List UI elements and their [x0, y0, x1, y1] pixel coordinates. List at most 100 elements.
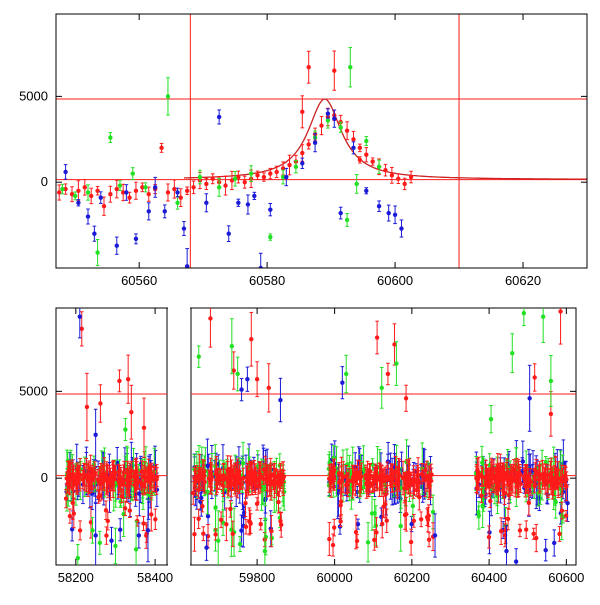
blue-data-point [409, 521, 414, 527]
green-data-point [143, 185, 148, 190]
top-panel: 60560 60580 60600 60620 0 5000 [19, 13, 588, 288]
x-tick-label: 60400 [471, 570, 507, 585]
red-data-point [357, 157, 363, 163]
red-data-point [513, 474, 518, 480]
red-data-point [475, 474, 481, 480]
blue-outlier-point [93, 533, 98, 538]
red-data-point [201, 531, 206, 536]
red-data-point [243, 524, 249, 529]
green-outlier-point [113, 543, 118, 549]
red-data-point [172, 186, 177, 192]
red-data-point [487, 483, 492, 488]
green-data-point [232, 176, 238, 181]
blue-data-point [199, 495, 204, 501]
red-data-point [531, 531, 536, 536]
red-data-point [255, 483, 261, 489]
green-data-point [213, 505, 218, 510]
red-data-point [220, 483, 226, 488]
bottom-segment-3 [296, 308, 576, 565]
blue-data-point [239, 528, 244, 533]
red-outlier-point [231, 368, 236, 373]
red-data-point [76, 188, 81, 193]
red-data-point [351, 137, 356, 142]
green-outlier-point [262, 548, 268, 554]
blue-outlier-point [109, 538, 114, 543]
red-data-point [261, 467, 267, 472]
red-data-point [351, 479, 357, 484]
blue-outlier-point [504, 548, 509, 554]
red-data-point [252, 473, 257, 479]
red-data-point [95, 477, 100, 483]
red-data-point [204, 181, 209, 187]
red-data-point [385, 474, 390, 479]
green-data-point [240, 461, 246, 466]
red-data-point [495, 471, 500, 476]
green-outlier-point [379, 385, 384, 391]
red-data-point [306, 142, 311, 147]
green-data-point [85, 190, 91, 195]
red-outlier-point [79, 326, 84, 332]
red-outlier-point [266, 385, 271, 391]
red-data-point [191, 185, 196, 190]
red-data-point [508, 474, 514, 479]
red-data-point [105, 479, 111, 484]
red-data-point [355, 470, 360, 475]
red-data-point [221, 477, 226, 483]
red-data-point [338, 499, 344, 504]
red-data-point [422, 477, 428, 483]
green-outlier-point [548, 378, 554, 384]
red-data-point [281, 476, 286, 481]
green-data-point [248, 171, 254, 176]
blue-data-point [117, 527, 123, 532]
red-data-point [556, 481, 561, 486]
red-data-point [378, 475, 384, 481]
red-data-point [213, 532, 218, 537]
red-data-point [524, 473, 529, 478]
blue-data-point [552, 540, 557, 546]
red-data-point [563, 513, 569, 518]
blue-data-point [152, 185, 158, 190]
red-data-point [564, 477, 569, 482]
red-data-point [337, 479, 343, 484]
blue-data-point [364, 188, 369, 193]
red-data-point [268, 171, 273, 176]
red-data-point [483, 482, 488, 487]
blue-outlier-point [239, 387, 244, 392]
green-data-point [364, 138, 369, 144]
green-data-point [365, 540, 371, 545]
red-data-point [381, 504, 386, 509]
green-outlier-point [123, 427, 128, 432]
red-data-point [268, 472, 273, 478]
blue-data-point [284, 174, 289, 180]
red-data-point [426, 481, 432, 486]
green-outlier-point [235, 371, 240, 377]
red-data-point [63, 496, 69, 501]
red-outlier-point [558, 309, 563, 314]
blue-data-point [520, 459, 526, 464]
red-outlier-point [141, 425, 147, 431]
top-frame [55, 13, 588, 269]
red-data-point [331, 525, 337, 530]
top-plot-area [56, 14, 587, 268]
red-data-point [201, 473, 207, 478]
red-data-point [503, 528, 508, 533]
x-tick-label: 58400 [137, 570, 173, 585]
green-data-point [344, 217, 350, 223]
green-data-point [197, 174, 203, 180]
red-data-point [374, 530, 379, 535]
y-tick-label: 0 [41, 174, 48, 189]
red-data-point [408, 539, 414, 545]
green-data-point [280, 174, 286, 180]
red-data-point [88, 193, 94, 199]
x-tick-label: 60580 [249, 273, 285, 288]
red-data-point [225, 468, 230, 474]
green-data-point [216, 185, 222, 190]
red-data-point [344, 128, 350, 133]
red-data-point [208, 481, 213, 486]
red-data-point [67, 476, 72, 482]
red-data-point [550, 480, 555, 485]
red-data-point [425, 517, 431, 522]
red-data-point [230, 531, 235, 537]
green-data-point [293, 164, 299, 169]
blue-outlier-point [245, 376, 250, 382]
